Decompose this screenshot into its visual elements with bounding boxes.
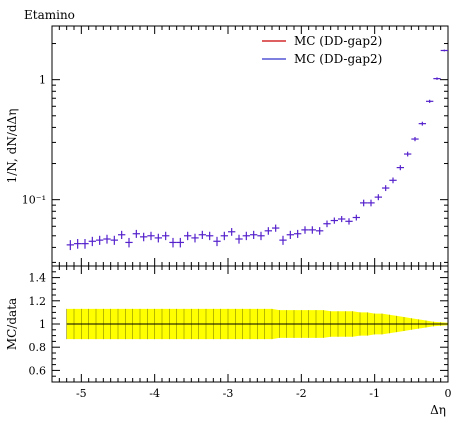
ratio-plot-panel: 0.6 0.8 1 1.2 1.4 -5 -4 -3 -2 -1 0 MC/data Δη <box>5 265 452 417</box>
ratio-ytick-label: 1.4 <box>29 272 47 285</box>
data-point <box>110 235 118 245</box>
ratio-x-ticks: -5 -4 -3 -2 -1 0 <box>51 266 452 400</box>
x-axis-label: Δη <box>430 403 446 417</box>
data-point <box>81 239 89 249</box>
main-plot-frame <box>51 25 449 267</box>
data-point <box>213 236 221 247</box>
ratio-ytick-label: 0.6 <box>29 364 47 377</box>
data-point <box>198 230 206 240</box>
legend-label-red: MC (DD-gap2) <box>294 34 382 48</box>
ratio-ytick-label: 1 <box>39 318 46 331</box>
data-point <box>154 233 162 243</box>
data-point <box>389 177 397 184</box>
ratio-ytick-label: 1.2 <box>29 295 47 308</box>
data-point <box>418 121 426 126</box>
data-point <box>118 230 126 240</box>
data-point <box>125 237 133 248</box>
xtick-label: -1 <box>369 387 380 400</box>
data-point <box>235 234 243 244</box>
data-point <box>404 151 412 157</box>
data-point <box>264 227 272 235</box>
data-point <box>433 77 441 80</box>
data-point <box>374 194 382 201</box>
data-point <box>396 165 404 171</box>
data-point <box>162 231 170 241</box>
data-point <box>411 136 419 142</box>
data-point <box>132 229 140 238</box>
data-point <box>66 240 74 251</box>
data-point <box>294 229 302 238</box>
data-point <box>191 233 199 243</box>
data-point <box>184 231 192 241</box>
data-point <box>257 231 265 241</box>
data-point <box>279 235 287 245</box>
xtick-label: 0 <box>445 387 452 400</box>
ratio-ytick-label: 0.8 <box>29 341 47 354</box>
data-point <box>426 99 434 103</box>
data-point <box>206 231 214 241</box>
xtick-label: -5 <box>76 387 87 400</box>
y-axis-label: 1/N, dN/dΔη <box>5 109 19 184</box>
data-point <box>88 236 96 247</box>
data-point <box>360 199 368 207</box>
data-point <box>96 235 104 245</box>
data-point <box>367 199 375 207</box>
xtick-label: -3 <box>223 387 234 400</box>
main-ytick-label: 10⁻¹ <box>22 194 46 207</box>
data-point <box>330 217 338 224</box>
ratio-y-axis-label: MC/data <box>5 298 19 350</box>
legend: MC (DD-gap2) MC (DD-gap2) <box>262 34 382 66</box>
data-point <box>228 228 236 236</box>
main-plot-panel: Etamino 1 10⁻¹ 1/N, dN/dΔη MC (DD-gap2) M… <box>5 8 449 267</box>
data-point <box>286 230 294 240</box>
main-x-ticks <box>51 26 449 266</box>
xtick-label: -2 <box>296 387 307 400</box>
data-point <box>301 226 309 234</box>
data-point <box>242 231 250 241</box>
chart-title: Etamino <box>24 8 75 22</box>
data-point <box>147 231 155 241</box>
main-y-ticks: 1 10⁻¹ <box>22 43 448 263</box>
data-point <box>250 230 258 240</box>
data-point <box>352 214 360 221</box>
data-point <box>272 224 280 232</box>
data-points <box>66 49 448 251</box>
data-point <box>440 49 448 52</box>
data-point <box>140 232 148 242</box>
data-point <box>345 218 353 225</box>
data-point <box>316 227 324 235</box>
legend-label-blue: MC (DD-gap2) <box>294 52 382 66</box>
ratio-y-ticks: 0.6 0.8 1 1.2 1.4 <box>29 271 448 377</box>
data-point <box>74 239 82 249</box>
data-point <box>308 226 316 234</box>
main-ytick-label: 1 <box>39 74 46 87</box>
data-point <box>338 216 346 223</box>
data-point <box>103 234 111 244</box>
data-point <box>382 185 390 192</box>
data-point <box>169 237 177 248</box>
data-point <box>323 220 331 228</box>
xtick-label: -4 <box>149 387 160 400</box>
data-point <box>176 237 184 248</box>
data-point <box>220 231 228 241</box>
